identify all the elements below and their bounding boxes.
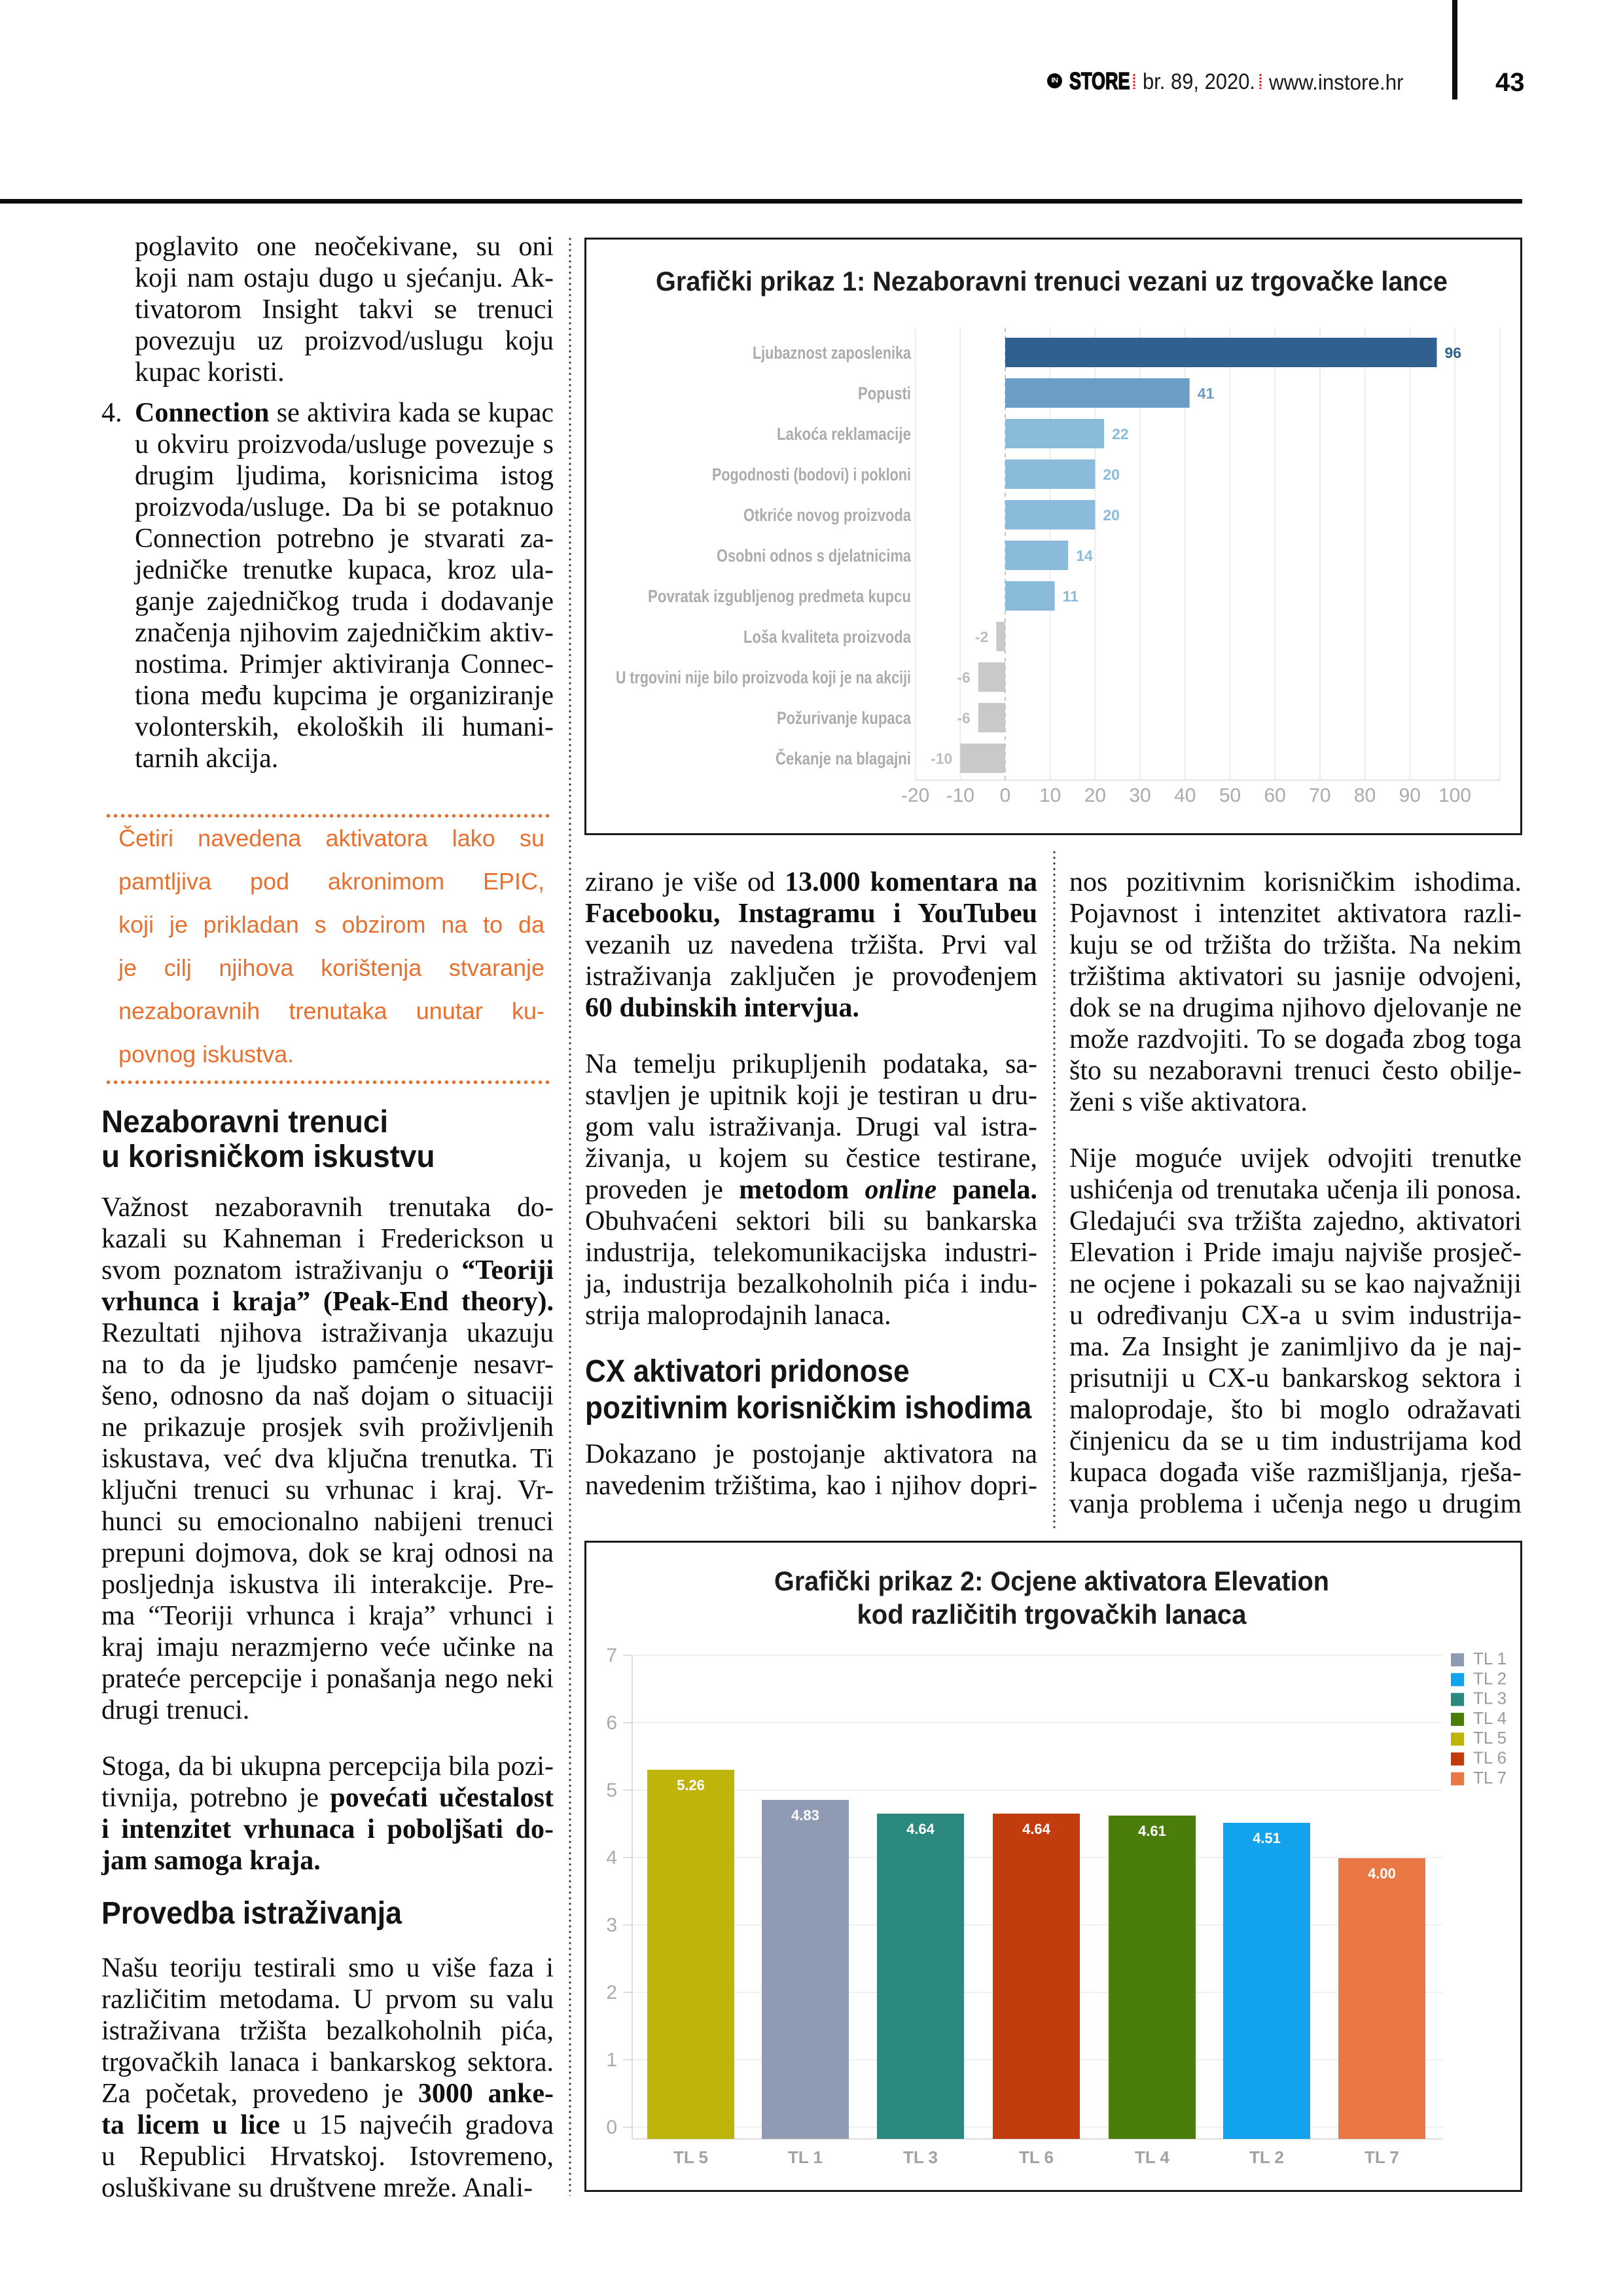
svg-text:kod različitih trgovačkih lana: kod različitih trgovačkih lanaca	[857, 1599, 1247, 1630]
svg-text:5.26: 5.26	[677, 1777, 705, 1793]
svg-text:Loša kvaliteta proizvoda: Loša kvaliteta proizvoda	[743, 627, 912, 647]
svg-text:4.00: 4.00	[1368, 1865, 1396, 1882]
svg-text:TL 4: TL 4	[1135, 2147, 1170, 2167]
svg-text:Otkriće novog proizvoda: Otkriće novog proizvoda	[743, 505, 912, 525]
svg-text:41: 41	[1198, 385, 1215, 402]
svg-text:20: 20	[1103, 507, 1120, 524]
svg-text:4.64: 4.64	[1022, 1821, 1051, 1837]
svg-text:Grafički prikaz 2: Ocjene akti: Grafički prikaz 2: Ocjene aktivatora Ele…	[774, 1566, 1329, 1596]
svg-text:TL 5: TL 5	[1473, 1728, 1507, 1748]
svg-text:4.61: 4.61	[1138, 1823, 1166, 1839]
svg-text:0: 0	[606, 2117, 617, 2138]
svg-text:Požurivanje kupaca: Požurivanje kupaca	[777, 708, 912, 728]
svg-text:U trgovini nije bilo proizvoda: U trgovini nije bilo proizvoda koji je n…	[616, 668, 911, 687]
svg-text:TL 3: TL 3	[903, 2147, 938, 2167]
svg-text:TL 7: TL 7	[1364, 2147, 1399, 2167]
svg-text:0: 0	[1000, 785, 1011, 806]
svg-text:-6: -6	[957, 709, 970, 726]
svg-text:6: 6	[606, 1712, 617, 1734]
svg-text:TL 3: TL 3	[1473, 1689, 1507, 1708]
svg-text:TL 1: TL 1	[788, 2147, 823, 2167]
svg-text:2: 2	[606, 1982, 617, 2003]
svg-text:-10: -10	[946, 785, 974, 806]
svg-text:TL 5: TL 5	[673, 2147, 708, 2167]
svg-text:Povratak izgubljenog predmeta: Povratak izgubljenog predmeta kupcu	[648, 586, 911, 606]
svg-text:Grafički prikaz 1: Nezaboravni: Grafički prikaz 1: Nezaboravni trenuci v…	[656, 266, 1448, 296]
svg-text:Pogodnosti (bodovi) i pokloni: Pogodnosti (bodovi) i pokloni	[712, 465, 911, 484]
svg-text:60: 60	[1264, 785, 1286, 806]
svg-text:4: 4	[606, 1847, 617, 1869]
svg-text:4.51: 4.51	[1253, 1830, 1281, 1846]
svg-text:14: 14	[1076, 547, 1093, 564]
svg-text:TL 2: TL 2	[1473, 1668, 1507, 1688]
svg-text:90: 90	[1399, 785, 1421, 806]
svg-text:Ljubaznost zaposlenika: Ljubaznost zaposlenika	[753, 343, 912, 363]
svg-text:Lakoća reklamacije: Lakoća reklamacije	[777, 424, 911, 444]
svg-text:TL 4: TL 4	[1473, 1708, 1507, 1728]
svg-text:-10: -10	[931, 750, 952, 767]
svg-text:30: 30	[1129, 785, 1150, 806]
svg-text:Osobni odnos s djelatnicima: Osobni odnos s djelatnicima	[717, 546, 912, 565]
svg-text:Popusti: Popusti	[858, 384, 911, 403]
svg-text:5: 5	[606, 1780, 617, 1801]
svg-text:11: 11	[1063, 588, 1079, 605]
svg-text:20: 20	[1103, 466, 1120, 483]
svg-text:1: 1	[606, 2049, 617, 2071]
svg-text:96: 96	[1445, 344, 1462, 361]
svg-text:40: 40	[1174, 785, 1196, 806]
svg-text:Čekanje na blagajni: Čekanje na blagajni	[776, 748, 911, 768]
svg-text:-20: -20	[901, 785, 929, 806]
svg-text:80: 80	[1354, 785, 1376, 806]
svg-text:70: 70	[1309, 785, 1330, 806]
svg-text:3: 3	[606, 1914, 617, 1936]
svg-text:-2: -2	[975, 628, 988, 645]
svg-text:4.64: 4.64	[906, 1821, 935, 1837]
svg-text:TL 6: TL 6	[1473, 1748, 1507, 1768]
svg-text:-6: -6	[957, 669, 970, 686]
svg-text:4.83: 4.83	[791, 1807, 819, 1823]
svg-text:100: 100	[1438, 785, 1471, 806]
svg-text:10: 10	[1039, 785, 1061, 806]
svg-text:TL 6: TL 6	[1019, 2147, 1054, 2167]
svg-text:50: 50	[1219, 785, 1241, 806]
svg-text:TL 1: TL 1	[1473, 1649, 1507, 1668]
svg-text:TL 2: TL 2	[1249, 2147, 1284, 2167]
svg-text:TL 7: TL 7	[1473, 1768, 1507, 1787]
svg-text:22: 22	[1112, 425, 1129, 442]
svg-text:20: 20	[1084, 785, 1106, 806]
svg-text:7: 7	[606, 1645, 617, 1666]
